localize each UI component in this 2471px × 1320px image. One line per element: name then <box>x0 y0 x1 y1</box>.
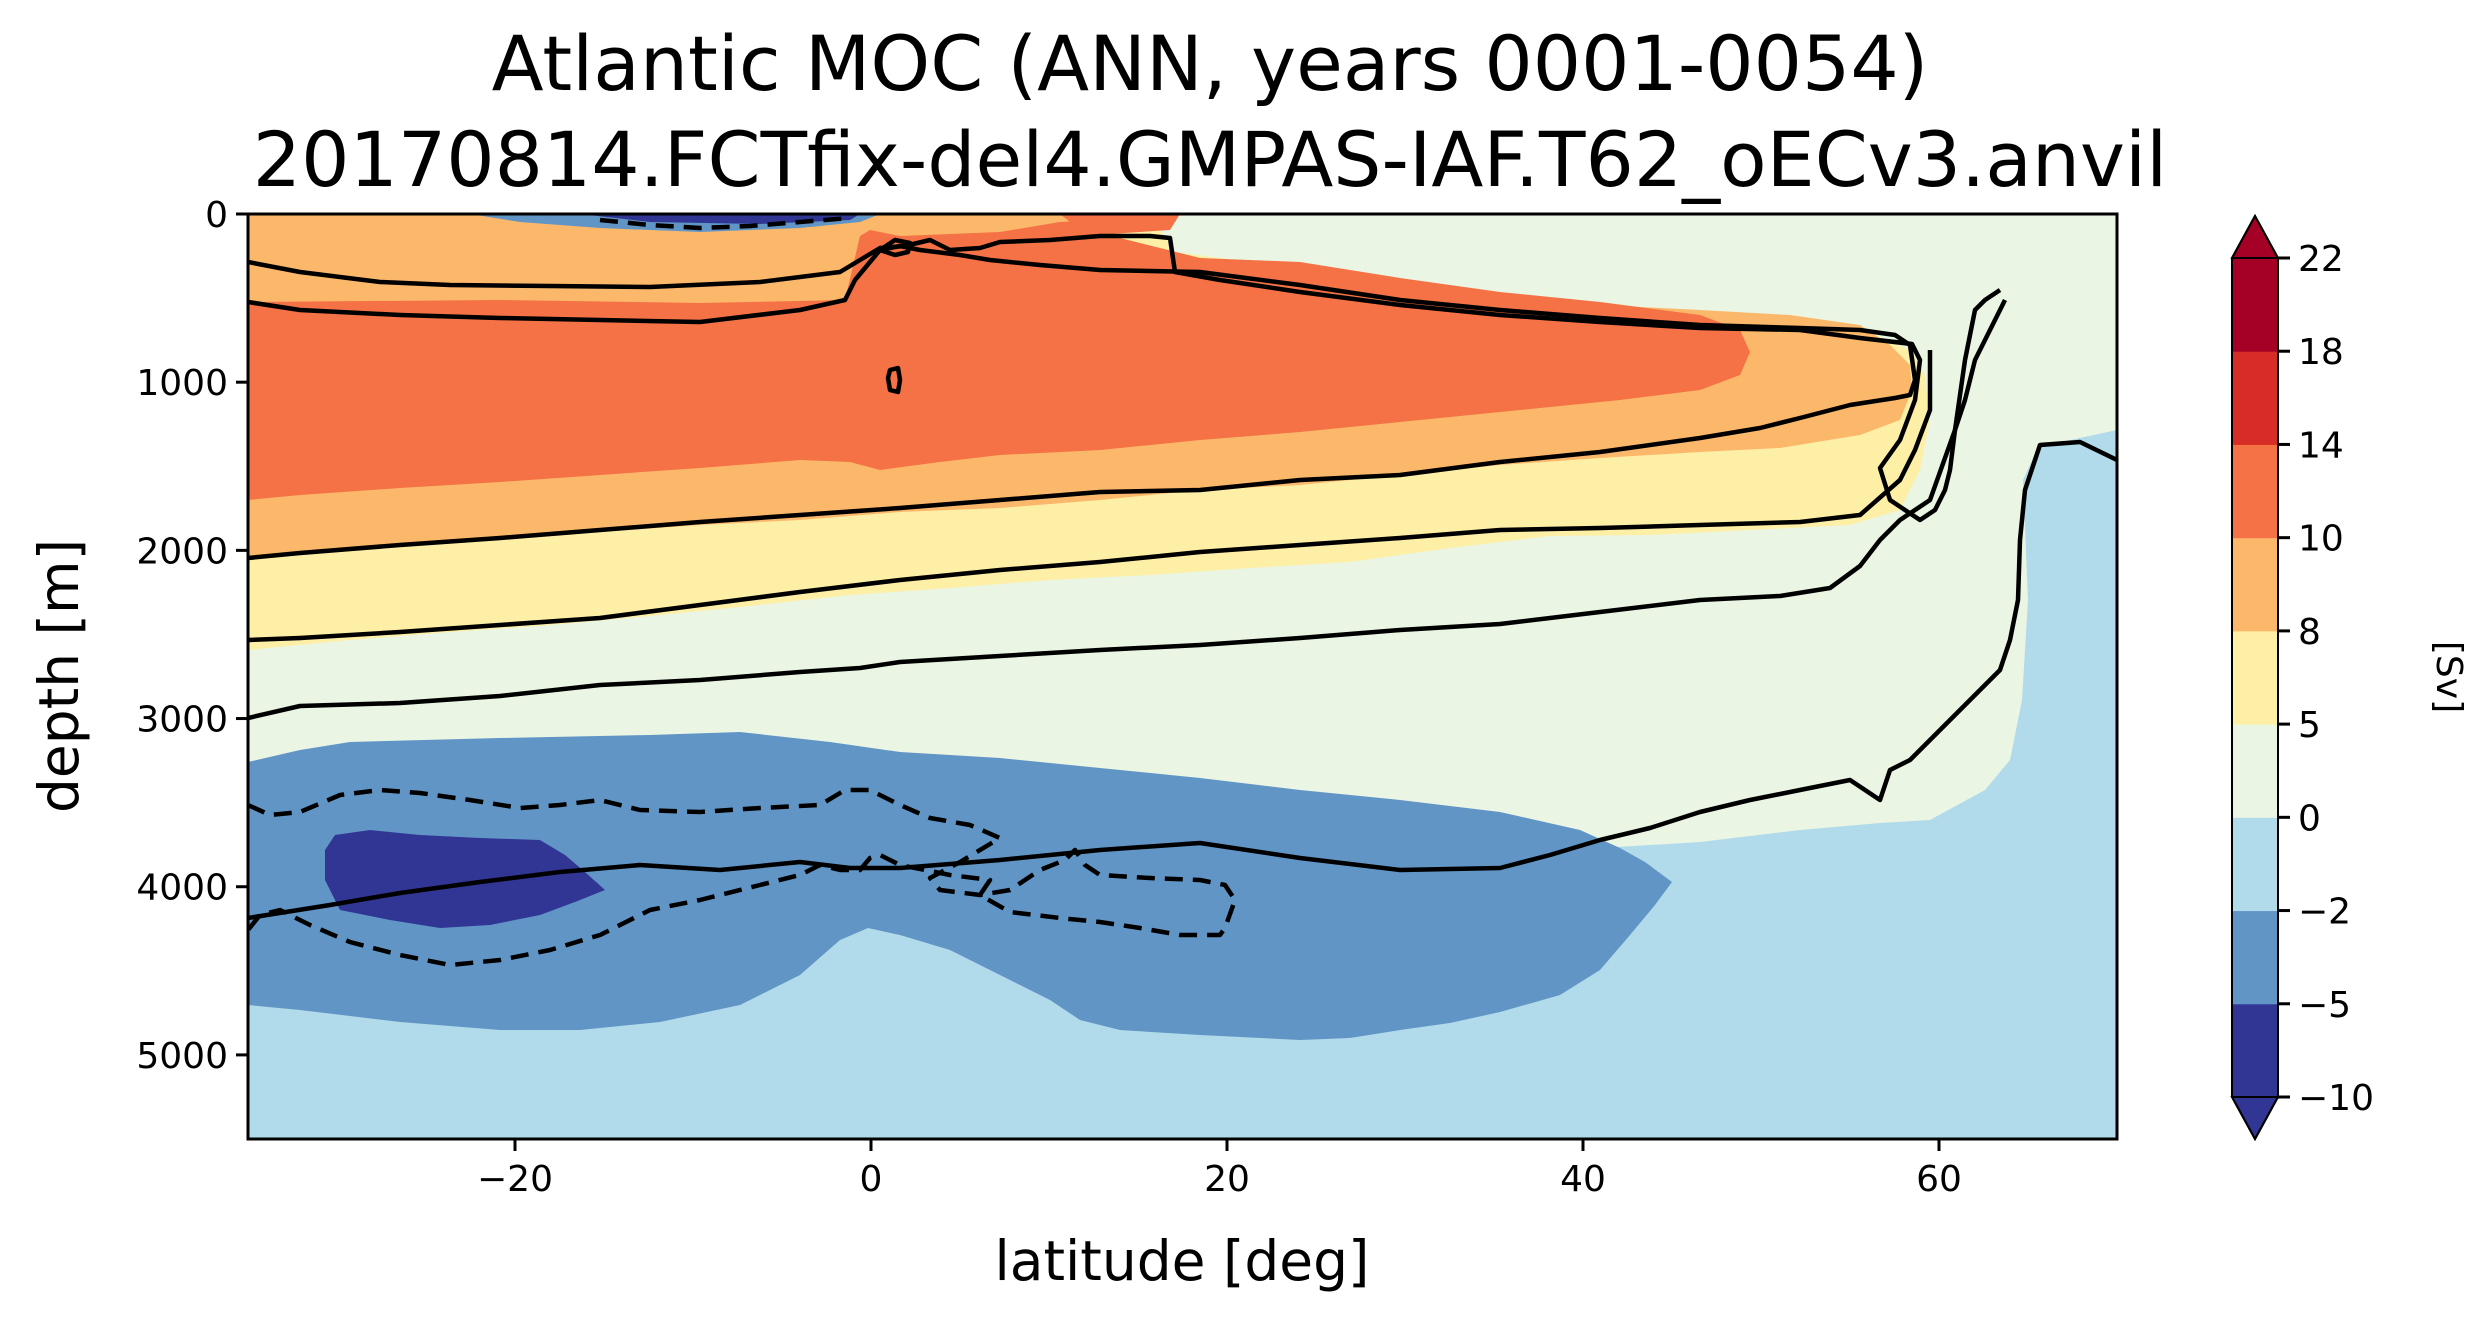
contour-lines <box>248 233 2117 921</box>
y-tick-label: 5000 <box>136 1036 228 1077</box>
fill-region-surface-10-to-14 <box>1060 214 1180 234</box>
chart-subtitle: 20170814.FCTfix-del4.GMPAS-IAF.T62_oECv3… <box>253 115 2167 204</box>
colorbar-label: [Sv] <box>2428 641 2469 713</box>
y-tick-label: 2000 <box>136 531 228 572</box>
fill-region-10-to-14 <box>248 220 1750 500</box>
x-axis-ticks: −20 0 20 40 60 <box>477 1139 1962 1200</box>
colorbar-tick-label: 8 <box>2298 612 2321 653</box>
contour-lines-dashed <box>248 215 1238 968</box>
x-axis-label: latitude [deg] <box>994 1229 1369 1293</box>
plot-frame <box>246 212 2119 1141</box>
x-tick-label: 60 <box>1916 1159 1962 1200</box>
colorbar-segment <box>2232 817 2278 912</box>
chart-title: Atlantic MOC (ANN, years 0001-0054) <box>492 19 1929 108</box>
colorbar-segment <box>2232 351 2278 445</box>
colorbar-extend-max <box>2230 213 2280 259</box>
x-tick-label: 40 <box>1560 1159 1606 1200</box>
x-tick-label: 20 <box>1204 1159 1250 1200</box>
fill-region-surface-neg10-to-neg5 <box>580 214 860 224</box>
y-axis-ticks: 0 1000 2000 3000 4000 5000 <box>136 195 248 1077</box>
colorbar-segment <box>2232 258 2278 352</box>
contour-neg0-lower <box>248 439 2117 921</box>
colorbar-tick-label: 14 <box>2298 425 2344 466</box>
y-tick-label: 3000 <box>136 700 228 741</box>
x-tick-label: 0 <box>860 1159 883 1200</box>
colorbar-tick-label: 5 <box>2298 705 2321 746</box>
plot-area <box>248 214 2117 1139</box>
colorbar-tick-label: 10 <box>2298 519 2344 560</box>
y-tick-label: 0 <box>205 195 228 236</box>
colorbar-segment <box>2232 910 2278 1005</box>
colorbar-tick-label: 18 <box>2298 332 2344 373</box>
contour-small-hook <box>877 237 913 258</box>
colorbar-tick-label: −10 <box>2298 1078 2374 1119</box>
contour-0 <box>248 298 2008 721</box>
fill-region-neg5-to-neg2 <box>248 732 1672 1040</box>
colorbar-tick-label: −2 <box>2298 892 2351 933</box>
colorbar-tick-label: 22 <box>2298 239 2344 280</box>
contour-10 <box>248 243 1918 561</box>
colorbar-tick-label: −5 <box>2298 985 2351 1026</box>
y-tick-label: 4000 <box>136 868 228 909</box>
colorbar-tick-label: 0 <box>2298 798 2321 839</box>
y-axis-label: depth [m] <box>27 539 91 813</box>
x-tick-label: −20 <box>477 1159 553 1200</box>
colorbar-segment <box>2232 1003 2278 1098</box>
contour-small-loop <box>885 365 903 395</box>
fill-region-neg10-to-neg5 <box>325 830 605 928</box>
contour-neg5-surface <box>599 215 851 231</box>
colorbar-segment <box>2232 630 2278 725</box>
y-tick-label: 1000 <box>136 363 228 404</box>
colorbar: −10 −5 −2 0 5 8 10 14 18 22 <box>2230 213 2374 1142</box>
colorbar-segment <box>2232 444 2278 539</box>
contour-neg5-main <box>248 787 1238 968</box>
colorbar-segment <box>2232 724 2278 818</box>
colorbar-extend-min <box>2230 1096 2280 1142</box>
colorbar-segment <box>2232 537 2278 632</box>
contour-5-upper <box>248 233 2002 523</box>
contour-5-lower <box>248 350 1933 643</box>
